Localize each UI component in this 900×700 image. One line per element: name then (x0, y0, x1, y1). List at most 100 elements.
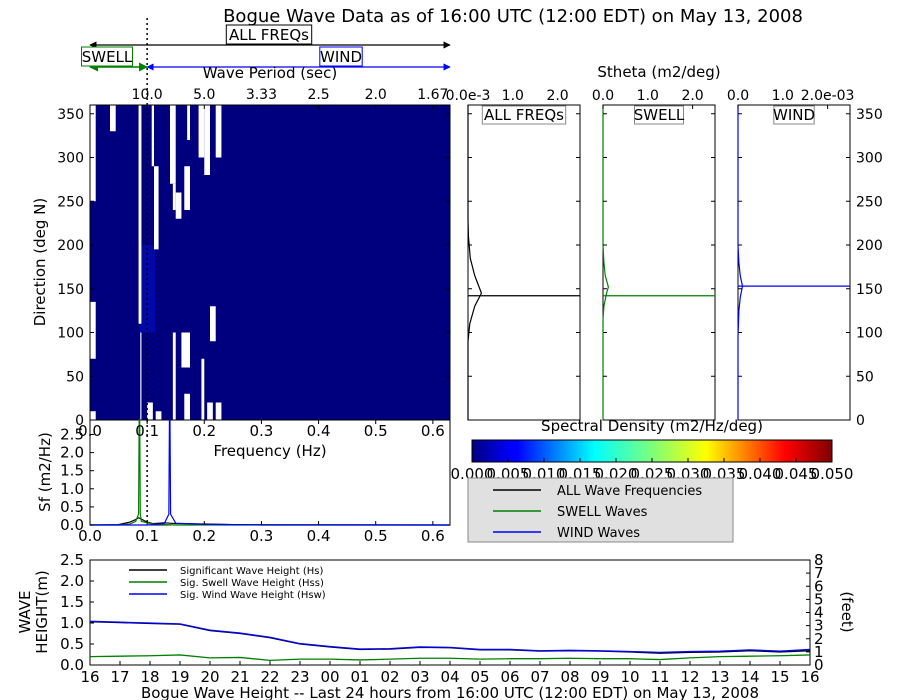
history-feet-tick-label: 0 (814, 656, 824, 674)
heatmap-empty-cell (90, 301, 96, 359)
freq-spectrum-line (90, 419, 451, 526)
profile-ytick-label: 0 (856, 413, 865, 429)
swell-label-box (81, 46, 133, 67)
heatmap-empty-cell (198, 105, 205, 158)
profile-panel-label-box (773, 105, 815, 125)
freq-top-tick-label: 0.0 (78, 422, 102, 440)
history-hour-label: 16 (800, 668, 819, 686)
colorbar-tick-label: 0.050 (811, 465, 854, 483)
history-feet-tick-label: 8 (814, 551, 824, 569)
history-ylabel-right: (feet) (838, 591, 856, 632)
period-tick-label: 10.0 (132, 87, 163, 103)
history-feet-tick-label: 2 (814, 630, 824, 648)
history-feet-tick-label: 1 (814, 643, 824, 661)
all-freqs-label: ALL FREQs (229, 26, 309, 44)
period-axis-label: Wave Period (sec) (203, 64, 337, 82)
profile-xtick-label: 0.0 (727, 88, 749, 104)
heatmap-empty-cell (90, 411, 96, 420)
profile-ytick-label: 100 (856, 326, 883, 342)
heatmap-empty-cell (210, 306, 216, 342)
directional-profile-panels: Stheta (m2/deg) 0.0e-3 1.0 2.0 ALL FREQs 0.0 1… (446, 63, 900, 429)
history-legend-entry: Sig. Wind Wave Height (Hsw) (180, 590, 326, 601)
heatmap-empty-cell (140, 332, 142, 420)
profile-ytick-label: 250 (856, 194, 883, 210)
frequency-axis-label: Frequency (Hz) (213, 442, 326, 460)
legend-entry: SWELL Waves (557, 505, 648, 520)
period-tick-label: 2.0 (365, 87, 387, 103)
all-freqs-label-box (225, 24, 313, 45)
history-hour-label: 16 (80, 668, 99, 686)
history-hour-label: 11 (650, 668, 669, 686)
profile-xtick-label: 0.0 (592, 88, 614, 104)
colorbar-tick-label: 0.040 (739, 465, 782, 483)
heatmap-empty-cell (155, 411, 162, 420)
history-hour-label: 15 (770, 668, 789, 686)
history-hour-label: 01 (350, 668, 369, 686)
history-hour-label: 02 (380, 668, 399, 686)
history-hour-label: 12 (680, 668, 699, 686)
freq-bottom-tick-label: 0.1 (135, 527, 159, 545)
history-hour-label: 14 (740, 668, 759, 686)
profile-xtick-label: 2.0e-03 (801, 88, 855, 104)
history-feet-tick-label: 6 (814, 577, 824, 595)
history-hour-label: 05 (470, 668, 489, 686)
history-hour-label: 08 (560, 668, 579, 686)
heatmap-ytick-label: 250 (57, 194, 84, 210)
profile-xtick-label: 1.0 (502, 88, 524, 104)
profile-xtick-label: 1.0 (772, 88, 794, 104)
history-feet-tick-label: 5 (814, 590, 824, 608)
history-hour-label: 21 (230, 668, 249, 686)
history-ytick-label: 2.0 (60, 572, 84, 590)
history-hour-label: 07 (530, 668, 549, 686)
wind-label-box (319, 46, 363, 67)
heatmap-ytick-label: 300 (57, 151, 84, 167)
history-feet-tick-label: 3 (814, 617, 824, 635)
profile-panel-frame (467, 104, 581, 421)
freq-top-tick-label: 0.6 (421, 422, 445, 440)
freq-top-tick-label: 0.4 (307, 422, 331, 440)
history-hour-label: 17 (110, 668, 129, 686)
history-hour-label: 04 (440, 668, 459, 686)
history-legend-entry: Sig. Swell Wave Height (Hss) (180, 578, 324, 589)
profile-ytick-label: 50 (856, 369, 874, 385)
heatmap-empty-cell (138, 105, 142, 324)
history-ytick-label: 1.0 (60, 614, 84, 632)
heatmap-empty-cell (184, 393, 190, 420)
history-x-axis-label: Bogue Wave Height -- Last 24 hours from … (141, 684, 759, 700)
history-series-line (89, 620, 811, 654)
heatmap-empty-cell (207, 402, 213, 420)
period-tick-label: 1.67 (417, 87, 448, 103)
heatmap-empty-cell (154, 166, 159, 250)
freq-bottom-tick-label: 0.5 (364, 527, 388, 545)
heatmap-empty-cell (187, 105, 190, 140)
freq-spectrum-frame (89, 419, 451, 526)
period-tick-label: 2.5 (307, 87, 329, 103)
frequency-spectrum-plot: 0.00.00.10.10.20.20.30.30.40.40.50.50.60… (36, 419, 451, 545)
freq-ytick-label: 1.0 (60, 480, 84, 498)
profile-panel-frame (602, 104, 716, 421)
history-hour-label: 00 (320, 668, 339, 686)
profile-xtick-label: 1.0 (637, 88, 659, 104)
history-hour-label: 20 (200, 668, 219, 686)
history-ytick-label: 0.0 (60, 656, 84, 674)
history-hour-label: 23 (290, 668, 309, 686)
heatmap-empty-cell (151, 105, 154, 167)
history-ytick-label: 0.5 (60, 635, 84, 653)
heatmap-empty-cell (170, 105, 176, 184)
profile-xtick-label: 2.0 (546, 88, 568, 104)
profile-ytick-label: 150 (856, 282, 883, 298)
history-hour-label: 13 (710, 668, 729, 686)
history-hour-label: 03 (410, 668, 429, 686)
freq-top-tick-label: 0.3 (249, 422, 273, 440)
freq-bottom-tick-label: 0.2 (192, 527, 216, 545)
period-tick-label: 5.0 (193, 87, 215, 103)
freq-bottom-tick-label: 0.3 (249, 527, 273, 545)
figure-title: Bogue Wave Data as of 16:00 UTC (12:00 E… (223, 6, 803, 27)
history-feet-tick-label: 4 (814, 604, 824, 622)
legend-entry: WIND Waves (557, 526, 640, 541)
legend-entry: ALL Wave Frequencies (557, 484, 702, 499)
spectral-density-colorbar: Spectral Density (m2/Hz/deg)0.0000.0050.… (451, 417, 854, 483)
heatmap-empty-cell (90, 105, 96, 202)
spectrum-legend: ALL Wave Frequencies SWELL Waves WIND Wave… (467, 477, 734, 543)
